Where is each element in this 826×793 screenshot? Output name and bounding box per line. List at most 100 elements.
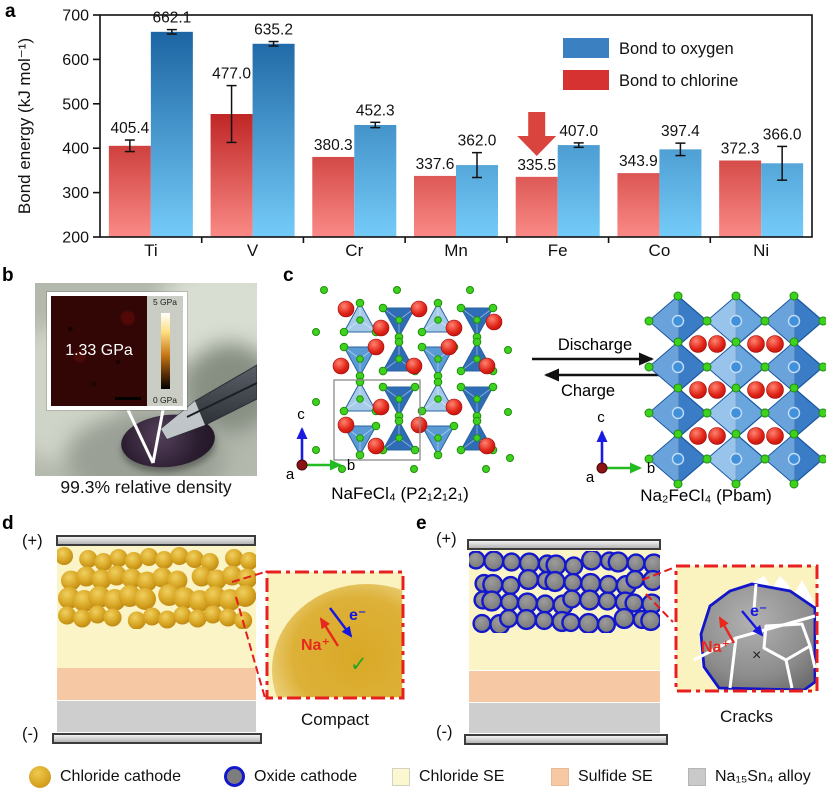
panel-e-zoom-connector [641,567,674,623]
compact-particle [272,584,402,697]
callout-line-right [151,409,165,464]
na-ion-label: Na⁺ [701,639,730,656]
panel-d-bottom-electrode [52,733,262,744]
legend-label: Na₁₅Sn₄ alloy [715,767,811,785]
bar-oxygen-V [252,43,295,238]
callout-line-left [126,409,155,464]
axis-c-label: c [297,406,305,423]
plot-border [99,14,813,238]
zoom-box-border [265,570,405,700]
na-ion-arrow [718,616,736,644]
pellet-photo: 1.33 GPa 5 GPa 0 GPa [35,283,257,476]
sulfide-se-swatch [551,767,569,786]
ytick-700: 700 [62,8,89,25]
value-label-oxygen-Mn: 362.0 [458,133,497,150]
panel-d-positive-terminal: (+) [22,532,43,550]
value-label-oxygen-Fe: 407.0 [559,123,598,140]
bar-oxygen-Cr [354,124,397,237]
panel-e-caption: Cracks [720,707,773,726]
chloride-cathode-swatch [29,765,51,788]
bar-chlorine-Fe [515,176,558,237]
category-label-Mn: Mn [444,241,468,260]
nafecl4-structure [312,286,514,473]
axis-triad-right: c b a [586,409,655,486]
legend-label: Sulfide SE [578,767,653,785]
legend-label: Oxide cathode [254,767,358,785]
category-label-Fe: Fe [548,241,568,260]
zoom-box-border [674,564,819,693]
ytick-600: 600 [62,52,89,69]
panel-d-caption: Compact [300,710,370,729]
value-label-chlorine-Co: 343.9 [619,153,658,170]
tweezers-tip [161,401,205,439]
panel-d-zoom-connector [231,571,266,699]
axis-a-label: a [286,466,295,483]
ytick-400: 400 [62,141,89,158]
discharge-label: Discharge [558,336,632,354]
value-label-chlorine-Fe: 335.5 [517,157,556,174]
ytick-500: 500 [62,96,89,113]
axis-origin-a [596,462,608,474]
legend-item-alloy: Na₁₅Sn₄ alloy [688,760,811,793]
chart-legend-label-1: Bond to chlorine [619,72,738,90]
panel-b-caption: 99.3% relative density [60,477,232,497]
figure-legend: Chloride cathode Oxide cathode Chloride … [0,760,826,793]
chloride-se-swatch [392,767,410,786]
panel-b-letter: b [2,265,14,286]
alloy-swatch [688,767,706,786]
bar-chlorine-Mn [414,175,456,237]
colorbar-max-label: 5 GPa [152,297,178,307]
compact-particle-zoom: Na⁺ e⁻ ✓ [265,570,405,700]
afm-map: 1.33 GPa [51,296,147,406]
na2fecl4-caption: Na₂FeCl₄ (Pbam) [640,486,772,505]
value-label-oxygen-Ti: 662.1 [152,10,191,27]
panel-e-letter: e [416,513,427,534]
axis-b-label: b [347,457,355,474]
crack-lines [693,583,816,689]
value-label-oxygen-V: 635.2 [254,22,293,39]
oxide-cathode-swatch [224,766,245,787]
value-label-oxygen-Cr: 452.3 [356,102,395,119]
bar-oxygen-Ti [150,31,193,237]
electron-arrow [329,607,353,638]
na-ion-arrow [319,617,340,647]
legend-item-oxide-cathode: Oxide cathode [224,760,357,793]
panel-d-negative-terminal: (-) [22,725,39,743]
panel-e-negative-terminal: (-) [436,723,453,741]
colorbar [160,313,170,389]
tweezers-graphic [126,364,257,464]
charge-label: Charge [561,382,615,400]
value-label-oxygen-Co: 397.4 [661,123,700,140]
fe-highlight-arrow [517,112,557,156]
na-ion-label: Na⁺ [301,637,330,654]
category-label-Cr: Cr [345,241,363,260]
scale-bar [115,397,141,400]
bar-oxygen-Co [659,149,702,237]
panel-d-alloy-layer [57,701,256,732]
bar-chlorine-Cr [312,156,355,237]
electron-arrow [741,610,764,637]
error-bars-group [124,28,788,181]
panel-e-top-electrode [467,539,661,550]
chart-legend-label-0: Bond to oxygen [619,40,734,58]
panel-e-alloy-layer [469,703,660,733]
category-label-Co: Co [649,241,671,260]
value-label-chlorine-Cr: 380.3 [314,137,353,154]
panel-e-sulfide-se-layer [469,671,660,702]
y-axis-label: Bond energy (kJ mol⁻¹) [15,38,34,214]
axis-origin-a [296,459,308,471]
ytick-300: 300 [62,185,89,202]
axis-b-label: b [647,460,655,477]
legend-label: Chloride cathode [60,767,181,785]
value-label-chlorine-Ni: 372.3 [721,140,760,157]
value-label-chlorine-Mn: 337.6 [416,156,455,173]
chart-legend-swatch-1 [563,70,609,90]
category-label-Ni: Ni [753,241,769,260]
modulus-value: 1.33 GPa [65,342,133,359]
crystal-structures: c b a Discharge Charge c b a NaFeCl₄ (P2… [286,286,826,505]
axis-c-label: c [597,409,605,426]
value-labels-group: 405.4 662.1 477.0 635.2 380.3 452.3 337.6362.0… [110,10,801,174]
value-label-chlorine-Ti: 405.4 [110,120,149,137]
chart-legend-swatch-0 [563,38,609,58]
value-label-chlorine-V: 477.0 [212,66,251,83]
